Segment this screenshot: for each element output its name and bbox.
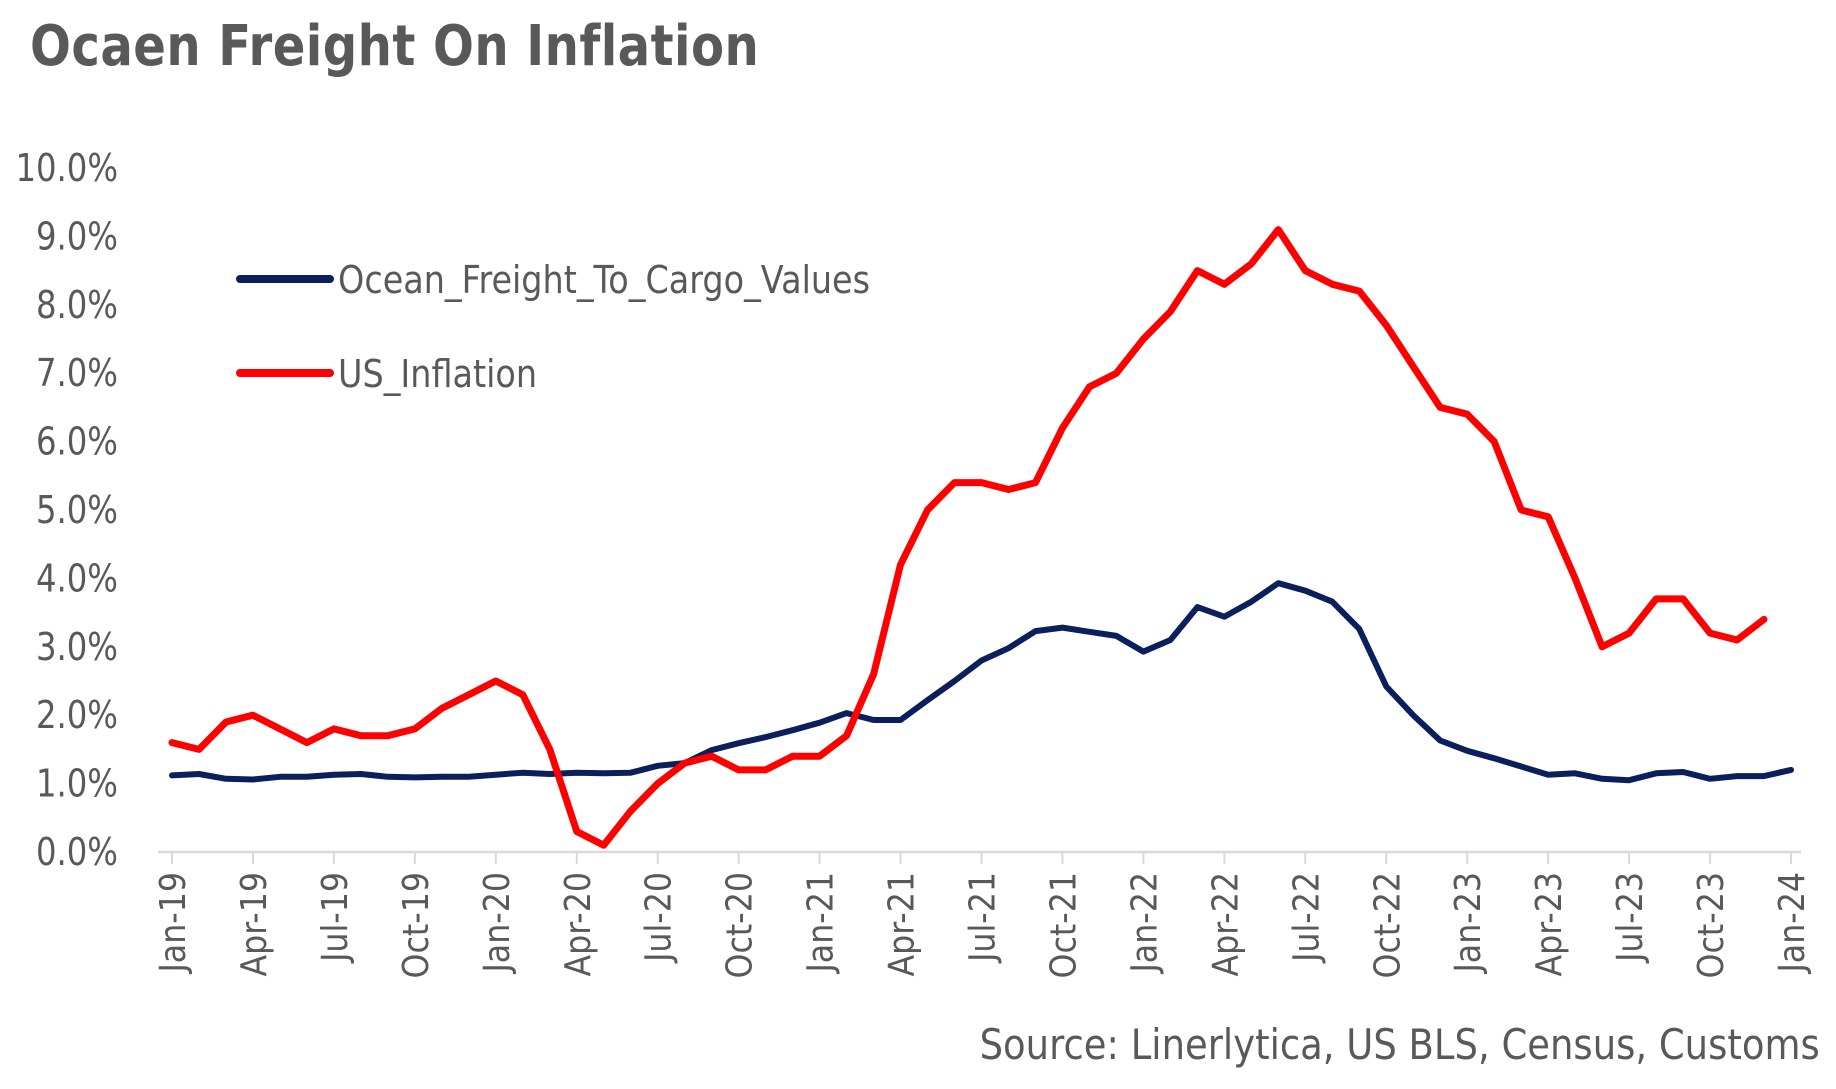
x-tick-label: Jan-23 (1447, 872, 1488, 974)
x-tick-label: Apr-20 (557, 872, 598, 976)
x-tick-label: Apr-22 (1204, 872, 1245, 976)
y-tick-label: 1.0% (36, 762, 118, 806)
legend: Ocean_Freight_To_Cargo_Values US_Inflatio… (236, 259, 870, 397)
legend-label: US_Inflation (338, 353, 537, 397)
x-tick-label: Jan-22 (1123, 872, 1164, 974)
x-tick-label: Jul-19 (314, 872, 355, 964)
y-tick-label: 2.0% (36, 694, 118, 738)
series-line-ocean-freight-to-cargo-values (169, 580, 1794, 784)
y-tick-label: 9.0% (36, 215, 118, 259)
x-tick-label: Jul-22 (1285, 872, 1326, 964)
y-tick-label: 10.0% (15, 147, 118, 191)
series-lines (168, 226, 1794, 849)
source-note: Source: Linerlytica, US BLS, Census, Cus… (979, 1020, 1820, 1069)
x-tick-label: Jan-20 (476, 872, 517, 974)
x-tick-label: Oct-20 (719, 872, 760, 978)
y-tick-label: 3.0% (36, 625, 118, 669)
x-tick-label: Jul-23 (1609, 872, 1650, 964)
y-tick-label: 7.0% (36, 352, 118, 396)
y-tick-label: 8.0% (36, 283, 118, 327)
x-tick-label: Jul-21 (962, 872, 1003, 964)
x-tick-label: Oct-23 (1690, 872, 1731, 978)
legend-label: Ocean_Freight_To_Cargo_Values (338, 259, 870, 303)
x-tick-label: Apr-19 (233, 872, 274, 976)
x-tick-label: Oct-21 (1043, 872, 1084, 978)
x-tick-label: Jan-21 (800, 872, 841, 974)
y-axis-labels: 0.0% 1.0% 2.0% 3.0% 4.0% 5.0% 6.0% 7.0% 8.0% 9.0%… (15, 147, 118, 875)
x-tick-label: Oct-22 (1366, 872, 1407, 978)
x-axis (158, 850, 1801, 864)
y-tick-label: 0.0% (36, 831, 118, 875)
x-tick-label: Apr-23 (1528, 872, 1569, 976)
x-tick-label: Jan-24 (1771, 872, 1812, 974)
y-tick-label: 5.0% (36, 489, 118, 533)
y-tick-label: 4.0% (36, 557, 118, 601)
x-tick-label: Jan-19 (152, 872, 193, 974)
x-tick-label: Oct-19 (395, 872, 436, 978)
chart-title: Ocaen Freight On Inflation (30, 14, 760, 79)
series-line-us-inflation (168, 226, 1768, 849)
x-tick-label: Jul-20 (638, 872, 679, 964)
x-axis-labels: Jan-19 Apr-19 Jul-19 Oct-19 Jan-20 Apr-20 Jul-… (152, 872, 1812, 978)
y-tick-label: 6.0% (36, 420, 118, 464)
x-tick-label: Apr-21 (881, 872, 922, 976)
